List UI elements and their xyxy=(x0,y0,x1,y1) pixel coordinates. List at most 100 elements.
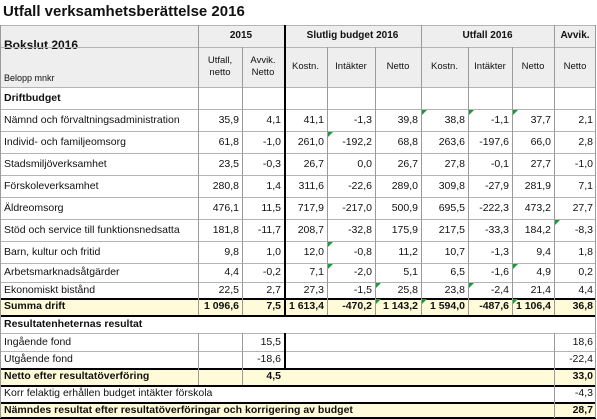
column-divider xyxy=(0,25,1,418)
budget-table: Bokslut 2016 Belopp mnkr 2015 Slutlig budge… xyxy=(0,25,596,419)
cell-avvik-netto: 33,0 xyxy=(572,370,593,382)
comment-marker xyxy=(328,264,333,269)
cell-budget-netto: 1 143,2 xyxy=(382,300,418,312)
column-divider xyxy=(554,25,555,315)
header-label: Bokslut 2016 xyxy=(4,38,79,52)
row-label: Äldreomsorg xyxy=(4,202,64,214)
column-divider xyxy=(468,47,469,315)
cell-avvik-2015: 4,1 xyxy=(266,114,281,126)
cell-utfall-netto: 281,9 xyxy=(524,180,551,192)
highlight-row-background xyxy=(0,298,596,315)
column-divider xyxy=(284,333,286,368)
header-sub-budget-netto: Netto xyxy=(386,61,410,73)
row-divider xyxy=(0,333,596,334)
cell-avvik-netto: 7,1 xyxy=(578,180,593,192)
cell-utfall-2015: 181,8 xyxy=(212,224,239,236)
row-divider xyxy=(0,241,596,242)
cell-budget-netto: 500,9 xyxy=(391,202,418,214)
cell-budget-intakter: -470,2 xyxy=(342,300,372,312)
column-divider xyxy=(421,25,422,315)
cell-utfall-intakter: -487,6 xyxy=(479,300,509,312)
cell-budget-netto: 289,0 xyxy=(391,180,418,192)
header-sub-utfall-2015: Utfall, netto xyxy=(207,55,233,78)
cell-utfall-intakter: -33,3 xyxy=(485,224,509,236)
cell-utfall-netto: 1 106,4 xyxy=(515,300,551,312)
cell-avvik-2015: 1,4 xyxy=(266,180,281,192)
row-label: Nämnd och förvaltningsadministration xyxy=(4,114,180,126)
row-divider xyxy=(0,153,596,154)
row-divider xyxy=(0,368,596,370)
row-divider xyxy=(0,25,596,26)
column-divider xyxy=(375,47,376,315)
row-divider xyxy=(0,263,596,264)
cell-utfall-netto: 184,2 xyxy=(524,224,551,236)
header-unit: Belopp mnkr xyxy=(4,73,55,83)
cell-avvik-netto: 18,6 xyxy=(572,336,593,348)
cell-budget-netto: 39,8 xyxy=(397,114,418,126)
cell-avvik-netto: 0,2 xyxy=(578,266,593,278)
column-divider xyxy=(198,25,199,315)
cell-budget-kostn: 41,1 xyxy=(303,114,324,126)
cell-budget-intakter: -22,6 xyxy=(348,180,372,192)
column-divider xyxy=(242,333,243,385)
comment-marker xyxy=(513,299,518,304)
cell-avvik-2015: 2,7 xyxy=(266,284,281,296)
cell-utfall-netto: 4,9 xyxy=(536,266,551,278)
row-divider xyxy=(0,282,596,283)
cell-utfall-intakter: -1,1 xyxy=(490,114,509,126)
comment-marker xyxy=(513,264,518,269)
column-divider xyxy=(242,47,243,315)
cell-budget-intakter: -0,8 xyxy=(353,246,372,258)
cell-budget-netto: 68,8 xyxy=(397,136,418,148)
cell-budget-kostn: 27,3 xyxy=(303,284,324,296)
cell-budget-netto: 5,1 xyxy=(403,266,418,278)
comment-marker xyxy=(513,110,518,115)
row-divider xyxy=(0,109,596,110)
cell-utfall-kostn: 263,6 xyxy=(438,136,465,148)
cell-budget-netto: 175,9 xyxy=(391,224,418,236)
comment-marker xyxy=(555,220,560,225)
column-divider xyxy=(327,47,328,315)
cell-budget-kostn: 717,9 xyxy=(297,202,324,214)
cell-utfall-netto: 473,2 xyxy=(524,202,551,214)
cell-avvik-netto: -4,3 xyxy=(574,387,593,399)
comment-marker xyxy=(422,110,427,115)
cell-budget-intakter: 0,0 xyxy=(357,158,372,170)
row-label: Ekonomiskt bistånd xyxy=(4,284,96,296)
header-sub-utfall-netto: Netto xyxy=(521,61,545,73)
comment-marker xyxy=(376,283,381,288)
comment-marker xyxy=(469,110,474,115)
cell-utfall-intakter: -27,9 xyxy=(485,180,509,192)
column-divider xyxy=(198,333,199,385)
cell-utfall-intakter: -197,6 xyxy=(479,136,509,148)
column-divider xyxy=(512,47,513,315)
cell-utfall-2015: 61,8 xyxy=(218,136,239,148)
row-label: Summa drift xyxy=(4,300,66,312)
cell-budget-kostn: 311,6 xyxy=(298,180,325,192)
cell-utfall-intakter: -0,1 xyxy=(490,158,509,170)
cell-budget-kostn: 12,0 xyxy=(303,246,324,258)
cell-budget-kostn: 7,1 xyxy=(309,266,324,278)
cell-budget-intakter: -217,0 xyxy=(342,202,372,214)
row-label: Arbetsmarknadsåtgärder xyxy=(4,266,120,278)
cell-avvik-netto: 4,4 xyxy=(578,284,593,296)
cell-avvik-2015: 11,5 xyxy=(261,202,281,214)
cell-avvik-2015: -1,0 xyxy=(262,136,281,148)
row-label: Förskoleverksamhet xyxy=(4,180,99,192)
page-title: Utfall verksamhetsberättelse 2016 xyxy=(3,3,245,20)
cell-utfall-kostn: 695,5 xyxy=(438,202,465,214)
header-sub-avvik-netto: Netto xyxy=(563,61,587,73)
header-group: Utfall 2016 xyxy=(462,30,513,41)
row-label: Nämndes resultat efter resultatöverförin… xyxy=(4,404,353,416)
row-divider xyxy=(0,197,596,198)
row-label: Barn, kultur och fritid xyxy=(4,246,101,258)
cell-budget-kostn: 208,7 xyxy=(297,224,324,236)
cell-avvik-2015: -18,6 xyxy=(257,353,281,365)
cell-utfall-kostn: 10,7 xyxy=(444,246,465,258)
cell-avvik-netto: -22,4 xyxy=(569,353,593,365)
cell-budget-kostn: 261,0 xyxy=(297,136,324,148)
row-label: Individ- och familjeomsorg xyxy=(4,136,126,148)
cell-avvik-2015: 4,5 xyxy=(266,370,281,382)
row-divider xyxy=(0,351,596,352)
column-divider xyxy=(554,333,555,418)
